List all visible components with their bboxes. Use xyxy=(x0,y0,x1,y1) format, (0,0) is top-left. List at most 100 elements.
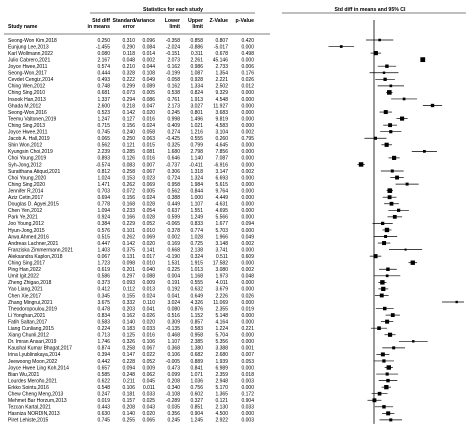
stat-value: 0.058 xyxy=(142,130,155,136)
stat-value: 0.000 xyxy=(241,188,254,194)
study-name: Choi Young,2019 xyxy=(8,156,46,162)
stat-value: 0.622 xyxy=(97,378,110,384)
study-name: Zhang Mingrui,2021 xyxy=(8,300,53,306)
stat-value: 0.248 xyxy=(122,372,135,378)
stat-value: 0.904 xyxy=(241,398,254,404)
stat-value: 0.072 xyxy=(122,188,135,194)
effect-marker xyxy=(377,326,381,331)
stat-value: 0.599 xyxy=(167,215,180,221)
stat-value: 2.261 xyxy=(190,57,203,63)
stat-value: 4.583 xyxy=(215,123,228,129)
effect-marker xyxy=(378,38,381,42)
stat-value: 0.412 xyxy=(97,287,110,293)
stat-value: 5.148 xyxy=(215,313,228,319)
stat-value: 0.586 xyxy=(97,274,110,280)
study-name: Xiang Chunli,2012 xyxy=(8,333,49,339)
stat-value: 0.024 xyxy=(142,293,155,299)
stat-value: 0.000 xyxy=(241,208,254,214)
stat-value: 0.118 xyxy=(123,51,135,57)
effect-marker xyxy=(384,142,389,147)
stat-value: 0.694 xyxy=(97,195,110,201)
stat-value: 0.345 xyxy=(97,293,110,299)
stat-value: 3.104 xyxy=(215,130,228,136)
stat-value: 0.637 xyxy=(167,208,180,214)
stat-value: 0.080 xyxy=(97,51,110,57)
stat-value: 1.028 xyxy=(190,234,203,240)
effect-marker xyxy=(381,286,386,292)
stat-value: 0.000 xyxy=(241,280,254,286)
study-name: Kyungsin Choi,2019 xyxy=(8,149,53,155)
study-rows: Seong-Won Kim,2018 0.250 0.310 0.096 -0.358 0… xyxy=(8,38,254,424)
stat-value: 1.531 xyxy=(167,261,180,267)
stat-value: 0.121 xyxy=(122,143,135,149)
stat-value: 11.069 xyxy=(213,300,228,306)
stat-value: 0.294 xyxy=(122,97,135,103)
stat-value: 0.014 xyxy=(142,51,155,57)
effect-marker xyxy=(389,84,393,88)
stat-value: 5.356 xyxy=(215,339,228,345)
stat-value: 0.745 xyxy=(97,418,110,424)
stat-value: 0.000 xyxy=(241,228,254,234)
stat-value: 0.649 xyxy=(190,293,203,299)
stat-value: 0.002 xyxy=(241,130,254,136)
study-name: Julio Cabrero,2021 xyxy=(8,57,50,63)
stat-value: -0.108 xyxy=(166,392,180,398)
study-name: Ching Sing,2020 xyxy=(8,182,45,188)
stat-value: 0.576 xyxy=(97,228,110,234)
stat-value: -0.425 xyxy=(166,136,180,142)
stat-value: 0.311 xyxy=(191,51,203,57)
stat-value: 1.140 xyxy=(190,156,203,162)
stat-value: 1.746 xyxy=(97,339,110,345)
stat-value: 0.306 xyxy=(167,169,180,175)
stat-value: 0.678 xyxy=(215,51,228,57)
stat-value: 0.007 xyxy=(241,352,254,358)
stat-value: 0.724 xyxy=(167,175,180,181)
stat-value: 1.939 xyxy=(215,359,228,365)
study-name: Hasniza NORDIN,2013 xyxy=(8,411,60,417)
stat-value: 0.112 xyxy=(123,287,135,293)
stat-value: 0.028 xyxy=(142,202,155,208)
stat-value: 0.756 xyxy=(190,385,203,391)
stat-value: 0.958 xyxy=(167,182,180,188)
stat-value: 0.000 xyxy=(241,116,254,122)
stat-value: 2.733 xyxy=(215,64,228,70)
stat-value: 0.834 xyxy=(97,313,110,319)
study-name: Park Ye,2021 xyxy=(8,215,38,221)
stat-value: 1.107 xyxy=(190,202,203,208)
stat-value: 0.096 xyxy=(142,38,155,44)
stat-value: 4.500 xyxy=(215,411,228,417)
study-name: Theodoropoulou,2019 xyxy=(8,306,57,312)
stat-value: 0.043 xyxy=(142,405,155,411)
stat-value: 0.048 xyxy=(241,274,254,280)
stat-value: 17.582 xyxy=(213,261,229,267)
stat-value: 0.141 xyxy=(142,247,155,253)
effect-marker xyxy=(382,405,386,409)
stat-value: 2.226 xyxy=(215,293,228,299)
stat-value: 0.201 xyxy=(122,267,135,273)
column-header: p-Value xyxy=(236,18,255,24)
stat-value: 0.044 xyxy=(142,64,155,70)
stat-value: 0.026 xyxy=(241,293,254,299)
stat-value: 1.036 xyxy=(190,378,203,384)
stat-value: 0.000 xyxy=(241,247,254,253)
stat-value: 0.191 xyxy=(167,280,180,286)
stat-value: 0.142 xyxy=(122,241,135,247)
effect-marker xyxy=(385,319,390,324)
effect-marker xyxy=(399,116,405,121)
stat-value: 0.155 xyxy=(122,293,135,299)
stat-value: 0.024 xyxy=(142,195,155,201)
stat-value: 0.858 xyxy=(190,38,203,44)
stat-value: 0.098 xyxy=(122,261,135,267)
stat-value: 0.812 xyxy=(97,169,110,175)
stat-value: -0.574 xyxy=(96,162,110,168)
stat-value: 0.049 xyxy=(241,234,254,240)
effect-marker xyxy=(384,235,388,238)
stat-value: 0.011 xyxy=(143,385,155,391)
stat-value: 0.000 xyxy=(241,411,254,417)
stat-value: 0.928 xyxy=(190,77,203,83)
stat-value: 0.378 xyxy=(167,228,180,234)
stat-value: 7.087 xyxy=(215,156,228,162)
stat-value: 0.067 xyxy=(97,254,110,260)
stat-value: 0.841 xyxy=(190,365,203,371)
effect-marker xyxy=(387,332,393,337)
